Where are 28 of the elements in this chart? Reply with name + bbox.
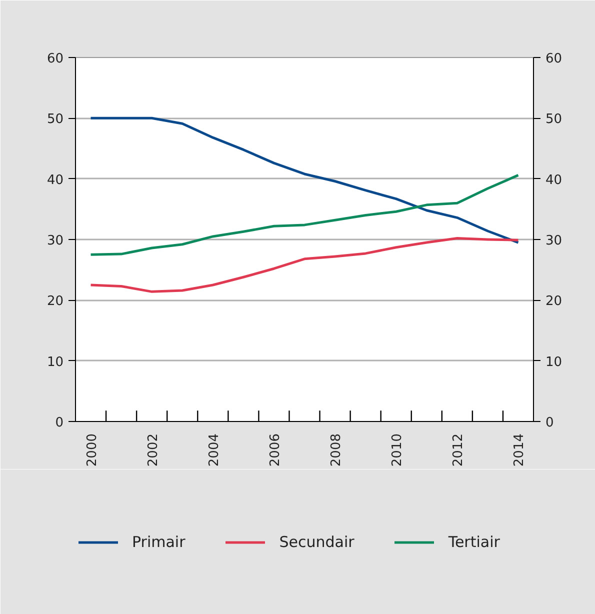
x-tick-label: 2014 xyxy=(512,433,528,467)
x-tick-label: 2010 xyxy=(390,433,406,467)
x-tick-label: 2006 xyxy=(268,433,283,467)
y2-tick-label: 0 xyxy=(546,416,554,430)
line-series xyxy=(90,237,520,293)
y2-tick-label: 40 xyxy=(546,172,562,188)
y-tick-label: 20 xyxy=(46,294,64,310)
legend-label: Tertiair xyxy=(448,533,500,551)
legend-label: Primair xyxy=(132,533,186,551)
y-tick-label: 30 xyxy=(46,234,64,248)
line-series xyxy=(90,116,520,244)
y-tick-label: 60 xyxy=(46,52,64,66)
y2-tick-label: 30 xyxy=(546,234,562,248)
x-tick-label: 2002 xyxy=(146,433,161,467)
x-tick-label: 2008 xyxy=(329,433,344,467)
line-series xyxy=(90,174,520,256)
y-tick-label: 40 xyxy=(46,172,64,188)
y2-tick-label: 60 xyxy=(546,52,562,66)
x-tick-label: 2004 xyxy=(206,433,222,467)
y-tick-label: 10 xyxy=(46,354,64,370)
y-tick-label: 0 xyxy=(55,416,64,430)
y2-tick-label: 20 xyxy=(546,294,562,310)
y-tick-label: 50 xyxy=(46,112,64,128)
x-tick-label: 2000 xyxy=(84,433,100,467)
y2-tick-label: 50 xyxy=(546,112,562,128)
y2-tick-label: 10 xyxy=(546,354,562,370)
x-tick-label: 2012 xyxy=(451,433,466,467)
legend-label: Secundair xyxy=(279,533,354,551)
